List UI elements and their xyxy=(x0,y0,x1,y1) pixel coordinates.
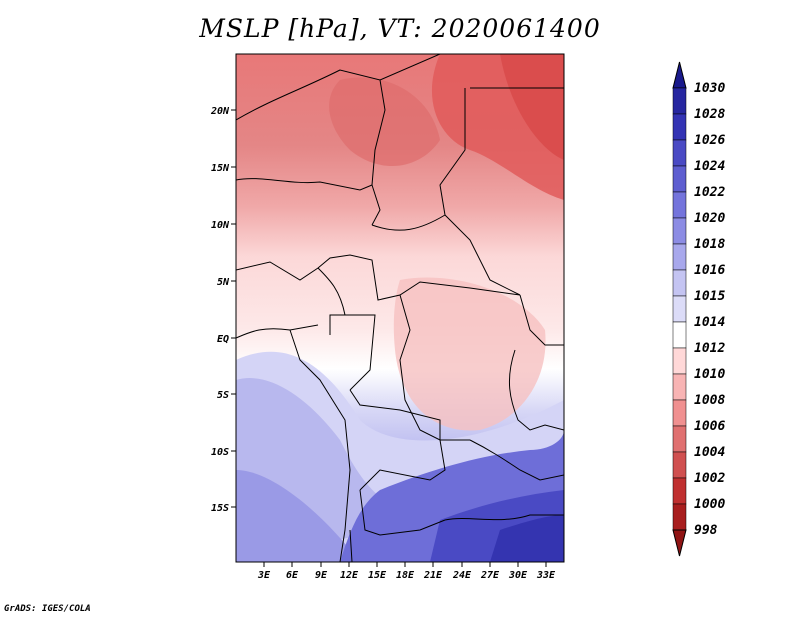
map-frame xyxy=(235,53,565,563)
lat-label: 20N xyxy=(210,106,230,117)
grads-credit: GrADS: IGES/COLA xyxy=(4,604,91,614)
colorbar-swatch xyxy=(672,217,687,245)
colorbar-swatch xyxy=(672,321,687,349)
lon-label: 12E xyxy=(340,570,359,581)
colorbar-level-label: 1024 xyxy=(694,159,725,174)
colorbar-level-label: 1015 xyxy=(694,289,725,304)
lon-label: 3E xyxy=(257,570,271,581)
colorbar-level-label: 998 xyxy=(694,523,718,538)
lat-label: 15S xyxy=(211,503,229,514)
latitude-labels: 20N 15N 10N 5N EQ 5S 10S 15S xyxy=(210,106,230,514)
pressure-field xyxy=(236,54,564,562)
lon-label: 15E xyxy=(368,570,387,581)
lon-label: 6E xyxy=(286,570,299,581)
colorbar-level-label: 1028 xyxy=(694,107,725,122)
colorbar-level-label: 1008 xyxy=(694,393,725,408)
longitude-labels: 3E 6E 9E 12E 15E 18E 21E 24E 27E 30E 33E xyxy=(257,570,556,581)
lat-label: EQ xyxy=(217,334,229,345)
colorbar-swatch xyxy=(672,373,687,401)
axis-ticks xyxy=(231,109,547,567)
colorbar-level-label: 1020 xyxy=(694,211,725,226)
colorbar-level-label: 1014 xyxy=(694,315,725,330)
colorbar-swatch xyxy=(672,243,687,271)
colorbar-level-label: 1010 xyxy=(694,367,725,382)
colorbar-level-label: 1030 xyxy=(694,81,725,96)
colorbar-bottom-arrow xyxy=(672,529,687,557)
colorbar-swatch xyxy=(672,139,687,167)
lon-label: 27E xyxy=(480,570,500,581)
colorbar-level-label: 1002 xyxy=(694,471,725,486)
colorbar-swatch xyxy=(672,425,687,453)
colorbar-level-label: 1016 xyxy=(694,263,725,278)
colorbar-level-label: 1022 xyxy=(694,185,725,200)
colorbar-swatch xyxy=(672,113,687,141)
lat-label: 10S xyxy=(211,447,229,458)
lon-label: 18E xyxy=(396,570,415,581)
lat-label: 10N xyxy=(211,220,230,231)
colorbar-swatch xyxy=(672,87,687,115)
lat-label: 15N xyxy=(211,163,230,174)
colorbar-swatch xyxy=(672,269,687,297)
colorbar-swatch xyxy=(672,477,687,505)
lat-label: 5N xyxy=(217,277,230,288)
colorbar-level-label: 1000 xyxy=(694,497,725,512)
colorbar-level-label: 1026 xyxy=(694,133,725,148)
colorbar-swatch xyxy=(672,503,687,531)
colorbar-swatch xyxy=(672,347,687,375)
colorbar-level-label: 1018 xyxy=(694,237,725,252)
colorbar-swatch xyxy=(672,191,687,219)
map-title: MSLP [hPa], VT: 2020061400 xyxy=(199,14,601,43)
lon-label: 9E xyxy=(315,570,328,581)
colorbar-level-label: 1004 xyxy=(694,445,725,460)
colorbar-level-label: 1012 xyxy=(694,341,725,356)
country-borders xyxy=(236,54,564,562)
colorbar-level-label: 1006 xyxy=(694,419,725,434)
colorbar-swatch xyxy=(672,165,687,193)
lon-label: 21E xyxy=(423,570,443,581)
colorbar-swatch xyxy=(672,451,687,479)
lon-label: 33E xyxy=(536,570,556,581)
lon-label: 24E xyxy=(452,570,472,581)
colorbar-swatch xyxy=(672,295,687,323)
colorbar-swatch xyxy=(672,399,687,427)
colorbar-top-arrow xyxy=(672,61,687,89)
lon-label: 30E xyxy=(508,570,528,581)
lat-label: 5S xyxy=(217,390,229,401)
